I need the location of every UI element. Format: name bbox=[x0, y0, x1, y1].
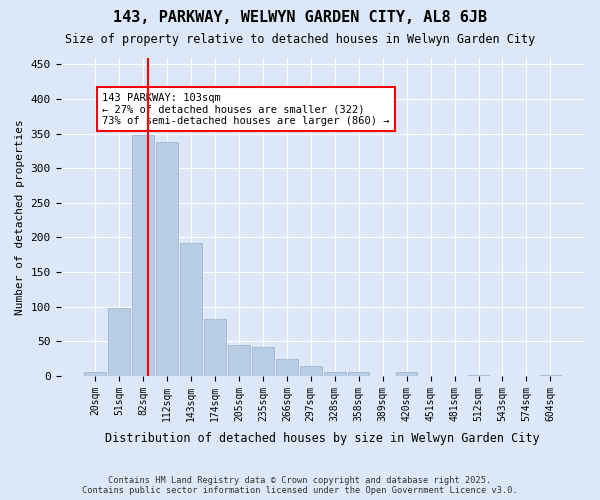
Bar bbox=[348, 372, 370, 376]
Text: 143, PARKWAY, WELWYN GARDEN CITY, AL8 6JB: 143, PARKWAY, WELWYN GARDEN CITY, AL8 6J… bbox=[113, 10, 487, 25]
Bar bbox=[204, 319, 226, 376]
Bar bbox=[109, 308, 130, 376]
Text: Contains HM Land Registry data © Crown copyright and database right 2025.
Contai: Contains HM Land Registry data © Crown c… bbox=[82, 476, 518, 495]
Bar bbox=[85, 372, 106, 376]
Bar bbox=[132, 135, 154, 376]
Bar bbox=[180, 243, 202, 376]
Bar bbox=[276, 358, 298, 376]
Bar bbox=[468, 374, 489, 376]
Bar bbox=[156, 142, 178, 376]
Text: Size of property relative to detached houses in Welwyn Garden City: Size of property relative to detached ho… bbox=[65, 32, 535, 46]
X-axis label: Distribution of detached houses by size in Welwyn Garden City: Distribution of detached houses by size … bbox=[106, 432, 540, 445]
Bar bbox=[252, 347, 274, 376]
Bar bbox=[324, 372, 346, 376]
Bar bbox=[228, 345, 250, 376]
Bar bbox=[300, 366, 322, 376]
Bar bbox=[396, 372, 418, 376]
Text: 143 PARKWAY: 103sqm
← 27% of detached houses are smaller (322)
73% of semi-detac: 143 PARKWAY: 103sqm ← 27% of detached ho… bbox=[103, 92, 390, 126]
Bar bbox=[539, 374, 561, 376]
Y-axis label: Number of detached properties: Number of detached properties bbox=[15, 119, 25, 314]
